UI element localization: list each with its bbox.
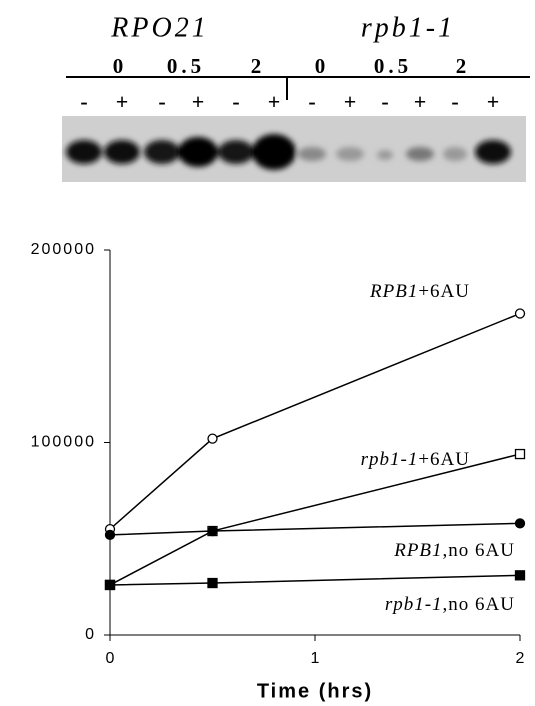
time-label: 0.5 <box>374 54 412 78</box>
x-tick-label: 1 <box>311 650 320 667</box>
page: {"gel": {"strains": [ {"name": "RPO21", … <box>0 0 535 706</box>
series-label: rpb1-1,no 6AU <box>385 594 515 615</box>
point <box>106 580 115 589</box>
time-label: 2 <box>251 54 266 78</box>
series-label: rpb1-1+6AU <box>361 449 470 470</box>
series-gene: RPB1 <box>369 281 418 302</box>
x-tick-label: 2 <box>516 650 525 667</box>
x-tick-label: 0 <box>106 650 115 667</box>
time-label: 2 <box>456 54 471 78</box>
band <box>218 140 254 164</box>
lane-sign: - <box>232 89 239 114</box>
band <box>406 147 434 161</box>
time-label: 0 <box>315 54 330 78</box>
y-tick-label: 0 <box>85 626 96 643</box>
series-label: RPB1+6AU <box>369 281 470 302</box>
strain-label: rpb1-1 <box>361 12 455 43</box>
series-condition: +6AU <box>418 281 470 302</box>
series-gene: RPB1 <box>393 540 442 561</box>
series-gene: rpb1-1 <box>385 594 443 615</box>
band <box>178 137 218 167</box>
series-gene: rpb1-1 <box>361 449 419 470</box>
series-condition: +6AU <box>418 449 470 470</box>
band <box>252 134 296 170</box>
band <box>66 140 102 164</box>
lane-sign: + <box>344 89 357 114</box>
point <box>208 527 217 536</box>
band <box>475 140 511 164</box>
point <box>516 450 525 459</box>
lane-sign: + <box>116 89 129 114</box>
x-axis-title: Time (hrs) <box>257 680 373 702</box>
lane-sign: + <box>414 89 427 114</box>
lane-sign: + <box>192 89 205 114</box>
band <box>298 147 326 161</box>
band <box>377 150 393 160</box>
band <box>443 147 467 161</box>
lane-sign: - <box>308 89 315 114</box>
series-line <box>110 575 520 585</box>
series-label: RPB1,no 6AU <box>393 540 515 561</box>
point <box>516 519 525 528</box>
lane-sign: + <box>268 89 281 114</box>
lane-sign: - <box>158 89 165 114</box>
y-tick-label: 200000 <box>31 241 96 258</box>
band <box>104 140 140 164</box>
series-condition: ,no 6AU <box>443 594 515 615</box>
lane-sign: - <box>381 89 388 114</box>
series-line <box>110 523 520 535</box>
lane-sign: + <box>487 89 500 114</box>
strain-label: RPO21 <box>110 12 208 43</box>
point <box>106 530 115 539</box>
time-label: 0.5 <box>167 54 205 78</box>
point <box>516 309 525 318</box>
y-tick-label: 100000 <box>31 434 96 451</box>
point <box>208 579 217 588</box>
series-line <box>110 314 520 530</box>
figure: RPO2100.52rpb1-100.52-+-+-+-+-+-+ 010000… <box>0 0 535 706</box>
band <box>144 140 180 164</box>
lane-sign: - <box>80 89 87 114</box>
point <box>516 571 525 580</box>
series-line <box>110 454 520 585</box>
band <box>336 147 364 161</box>
time-label: 0 <box>113 54 128 78</box>
series-condition: ,no 6AU <box>443 540 515 561</box>
lane-sign: - <box>451 89 458 114</box>
point <box>208 434 217 443</box>
